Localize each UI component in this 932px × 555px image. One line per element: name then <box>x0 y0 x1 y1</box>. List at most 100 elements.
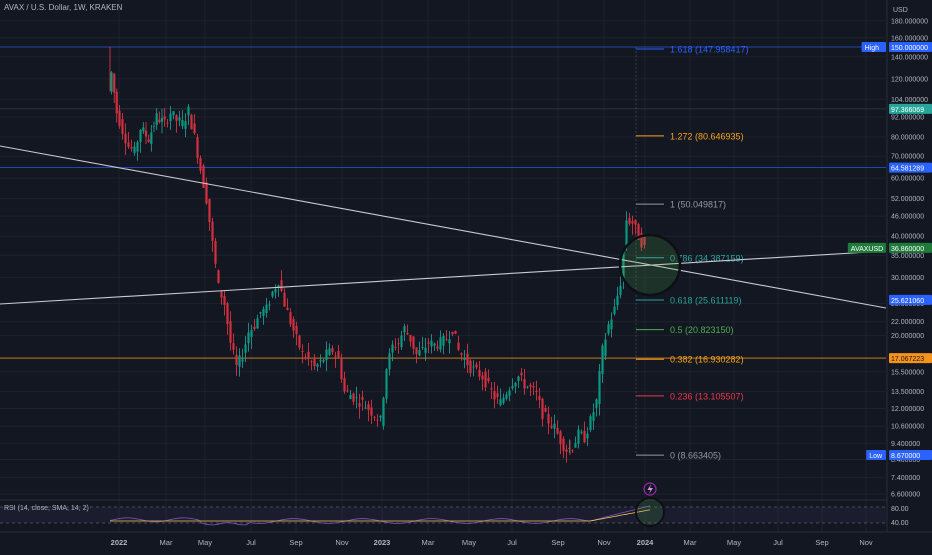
price-level-lines <box>0 46 886 359</box>
trend-lines[interactable] <box>0 145 887 496</box>
candle-body <box>556 427 559 434</box>
candle-body <box>574 443 577 448</box>
fib-level-label: 1.618 (147.958417) <box>670 44 749 54</box>
time-tick-label: 2022 <box>111 538 128 547</box>
candle-body <box>334 355 337 357</box>
candle-body <box>235 355 238 366</box>
candle-body <box>136 142 139 152</box>
candle-body <box>412 336 415 349</box>
candle-body <box>265 304 268 314</box>
candle-body <box>499 399 502 406</box>
price-badge-tag <box>847 242 886 253</box>
fib-levels[interactable]: 1.618 (147.958417) 1.272 (80.646935) 1 (50… <box>635 44 749 461</box>
candle-body <box>553 423 556 429</box>
candle-body <box>169 113 172 122</box>
candle-body <box>580 431 583 433</box>
time-tick-label: Sep <box>551 538 564 547</box>
time-tick-label: May <box>727 538 741 547</box>
price-badge-value: 17.067223 <box>891 356 924 363</box>
candle-body <box>544 407 547 412</box>
alert-icon[interactable] <box>643 482 657 496</box>
price-badge-value: 8.670000 <box>891 453 920 460</box>
price-badge-value: 150.000000 <box>891 45 928 52</box>
candle-body <box>388 353 391 370</box>
candle-body <box>241 359 244 362</box>
candle-body <box>286 307 289 310</box>
price-tick-label: 60.000000 <box>891 176 924 183</box>
candle-body <box>289 312 292 325</box>
price-badge-label: AVAXUSD <box>851 246 883 253</box>
candle-body <box>460 353 463 355</box>
candle-body <box>622 250 625 280</box>
candle-body <box>205 182 208 204</box>
candle-body <box>592 412 595 421</box>
candle-body <box>190 114 193 130</box>
trend-line-descending[interactable] <box>0 145 887 309</box>
candle-body <box>406 333 409 335</box>
price-tick-label: 15.500000 <box>891 369 924 376</box>
time-tick-label: Mar <box>160 538 173 547</box>
price-badge <box>889 450 932 460</box>
candle-body <box>217 270 220 283</box>
highlight-circle[interactable] <box>618 233 682 297</box>
candle-body <box>586 433 589 439</box>
candle-body <box>152 126 156 128</box>
candle-body <box>181 120 184 127</box>
candle-body <box>250 329 253 338</box>
fib-level-label: 0.382 (16.930282) <box>670 355 744 365</box>
candle-body <box>274 288 277 293</box>
price-badge <box>889 42 932 52</box>
candles <box>109 47 646 463</box>
candle-body <box>280 280 283 291</box>
candle-body <box>328 348 331 356</box>
candle-body <box>115 91 118 114</box>
candle-body <box>166 122 169 124</box>
price-tick-label: 52.000000 <box>891 196 924 203</box>
price-tick-label: 104.000000 <box>891 97 928 104</box>
candle-body <box>307 351 310 358</box>
price-tick-label: 160.000000 <box>891 35 928 42</box>
candle-body <box>394 346 397 348</box>
candle-body <box>175 115 178 121</box>
candle-body <box>184 121 187 129</box>
time-tick-label: Jul <box>507 538 517 547</box>
candle-body <box>391 344 394 353</box>
candle-body <box>505 394 508 399</box>
price-axis[interactable]: USD 180.000000 160.000000 140.000000 120.000… <box>886 0 932 550</box>
rsi-highlight-circle[interactable] <box>635 497 665 527</box>
price-badge-tag <box>861 42 886 52</box>
candle-body <box>385 369 388 399</box>
candle-body <box>163 116 166 120</box>
candle-body <box>253 326 256 330</box>
rsi-pane: RSI (14, close, SMA, 14, 2) <box>0 497 932 527</box>
price-tick-label: 13.500000 <box>891 389 924 396</box>
candle-body <box>631 221 634 224</box>
candle-body <box>130 147 133 149</box>
candle-body <box>523 378 526 389</box>
candle-body <box>208 198 211 223</box>
candle-body <box>568 447 571 450</box>
candle-body <box>262 308 265 316</box>
time-axis[interactable]: 2022 Mar May Jul Sep Nov 2023 Mar May Jul Sep Nov 20… <box>0 531 932 547</box>
candle-body <box>508 390 511 396</box>
fib-level-label: 1.272 (80.646935) <box>670 131 744 141</box>
candle-body <box>178 117 181 121</box>
candle-body <box>268 304 271 306</box>
candle-body <box>373 417 376 419</box>
price-tick-label: 30.000000 <box>891 275 924 282</box>
candle-body <box>490 388 493 390</box>
candle-body <box>142 127 145 132</box>
candle-body <box>433 343 436 346</box>
trend-line-ascending[interactable] <box>0 250 887 305</box>
candle-body <box>541 398 544 420</box>
candle-body <box>238 355 241 367</box>
candle-body <box>304 357 307 359</box>
price-tick-label: 40.000000 <box>891 234 924 241</box>
rsi-tick-label: 40.00 <box>891 520 909 527</box>
candle-body <box>502 397 505 403</box>
candle-body <box>259 312 262 314</box>
candle-body <box>400 335 403 348</box>
candle-body <box>172 111 175 116</box>
price-badge-value: 64.581289 <box>891 166 924 173</box>
